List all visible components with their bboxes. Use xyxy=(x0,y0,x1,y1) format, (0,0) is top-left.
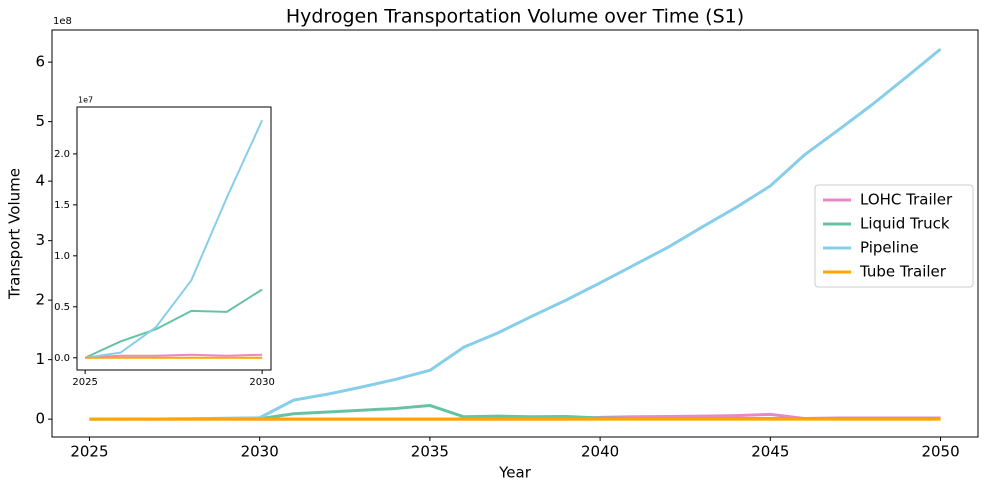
x-tick-label: 2040 xyxy=(581,443,619,461)
plot-frame xyxy=(76,106,272,371)
x-tick-label: 2025 xyxy=(72,377,97,388)
x-tick-label: 2045 xyxy=(751,443,789,461)
legend-label: Liquid Truck xyxy=(860,215,950,233)
x-tick-label: 2030 xyxy=(249,377,274,388)
legend-label: LOHC Trailer xyxy=(860,191,953,209)
y-tick-label: 2.0 xyxy=(54,149,70,160)
chart-title: Hydrogen Transportation Volume over Time… xyxy=(286,6,744,28)
x-tick-label: 2035 xyxy=(411,443,449,461)
y-tick-label: 6 xyxy=(35,53,45,71)
y-tick-label: 2 xyxy=(35,291,45,309)
legend-label: Tube Trailer xyxy=(859,263,947,281)
series-line xyxy=(84,288,263,359)
series-line xyxy=(84,119,264,359)
x-tick-label: 2025 xyxy=(70,443,108,461)
y-tick-label: 5 xyxy=(35,112,45,130)
x-tick-label: 2030 xyxy=(241,443,279,461)
x-axis-label: Year xyxy=(498,464,532,482)
y-tick-label: 3 xyxy=(35,231,45,249)
legend-label: Pipeline xyxy=(860,239,919,257)
y-tick-label: 1 xyxy=(35,350,45,368)
y-tick-label: 4 xyxy=(35,172,45,190)
y-offset-label: 1e8 xyxy=(53,16,72,27)
y-tick-label: 0 xyxy=(35,410,45,428)
x-tick-label: 2050 xyxy=(921,443,959,461)
plot-frame xyxy=(51,29,979,438)
legend-box xyxy=(814,184,974,288)
y-tick-label: 1.5 xyxy=(54,200,70,211)
y-tick-label: 0.0 xyxy=(54,353,70,364)
y-offset-label: 1e7 xyxy=(78,96,93,105)
plot-area xyxy=(77,107,271,370)
y-tick-label: 0.5 xyxy=(54,302,70,313)
y-tick-label: 1.0 xyxy=(54,251,70,262)
series-line xyxy=(85,353,263,359)
y-axis-label: Transport Volume xyxy=(6,168,24,300)
